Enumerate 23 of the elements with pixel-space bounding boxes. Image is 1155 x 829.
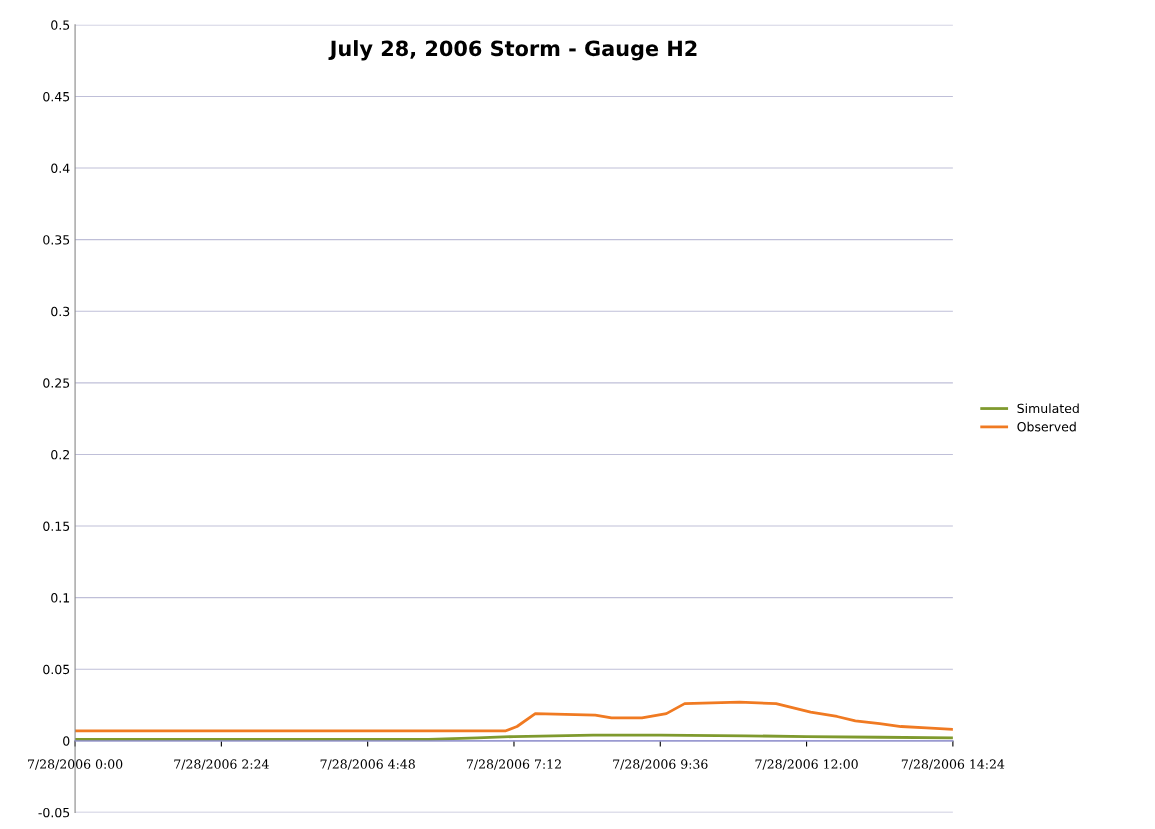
x-tick-label: 7/28/2006 4:48 bbox=[320, 759, 415, 770]
x-tick-label: 7/28/2006 2:24 bbox=[174, 759, 269, 770]
y-tick-label: 0.1 bbox=[51, 593, 70, 603]
x-tick-label: 7/28/2006 7:12 bbox=[466, 759, 561, 770]
legend-label: Simulated bbox=[1017, 403, 1079, 414]
y-tick-label: -0.05 bbox=[38, 807, 70, 818]
y-tick-label: 0.3 bbox=[51, 306, 70, 317]
y-tick-label: 0.5 bbox=[51, 20, 70, 30]
line-series bbox=[75, 700, 953, 733]
y-tick-label: 0 bbox=[63, 736, 70, 746]
legend-label: Observed bbox=[1017, 421, 1076, 432]
x-tick-label: 7/28/2006 14:24 bbox=[901, 759, 1005, 770]
text: July 28, 2006 Storm - Gauge H2 bbox=[328, 40, 697, 61]
x-tick-label: 7/28/2006 0:00 bbox=[28, 759, 123, 770]
y-tick-label: 0.35 bbox=[43, 235, 70, 245]
y-tick-label: 0.45 bbox=[43, 91, 70, 102]
x-tick-label: 7/28/2006 12:00 bbox=[755, 759, 858, 770]
y-tick-label: 0.2 bbox=[51, 449, 69, 460]
y-tick-label: 0.4 bbox=[51, 163, 70, 173]
y-tick-label: 0.25 bbox=[43, 378, 70, 388]
y-tick-label: 0.15 bbox=[43, 521, 70, 531]
x-tick-label: 7/28/2006 9:36 bbox=[613, 759, 708, 770]
y-tick-label: 0.05 bbox=[43, 664, 70, 675]
